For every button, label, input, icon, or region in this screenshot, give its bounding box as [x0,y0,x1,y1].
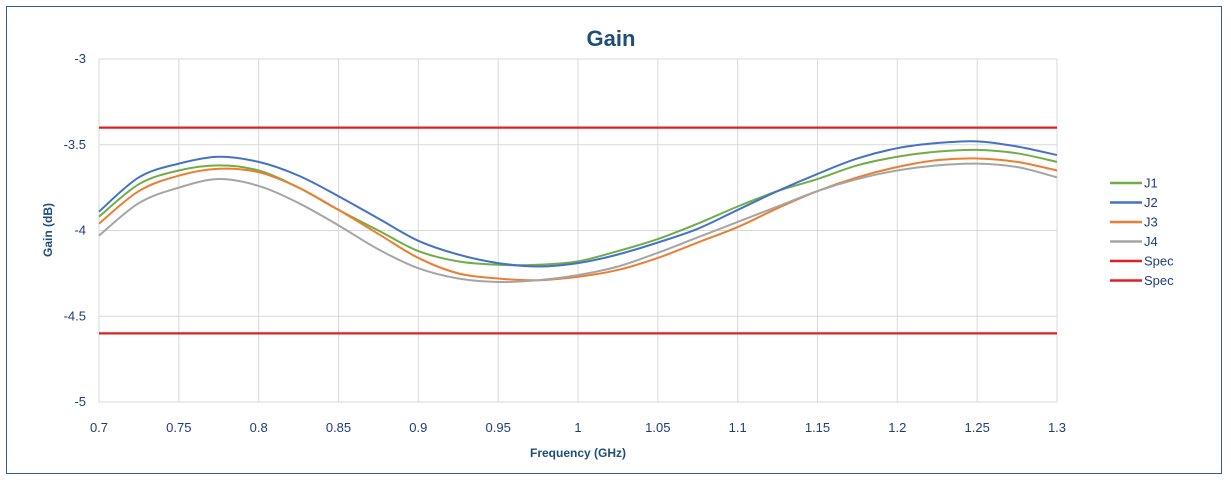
x-tick-label: 1.1 [729,420,747,435]
x-tick-label: 1.15 [805,420,830,435]
x-tick-label: 0.85 [326,420,351,435]
legend: J1 J2 J3 J4 Spec Spec [1110,176,1174,288]
x-tick-label: 1.25 [965,420,990,435]
legend-label: Spec [1144,254,1174,269]
x-tick-label: 0.95 [486,420,511,435]
x-tick-label: 1.05 [645,420,670,435]
x-axis-title: Frequency (GHz) [530,446,626,460]
series-line-j2 [98,140,1058,268]
chart-title: Gain [587,26,636,51]
legend-label: J3 [1144,215,1158,230]
x-tick-label: 1 [574,420,581,435]
series-line-j3 [98,157,1058,282]
legend-label: Spec [1144,273,1174,288]
x-tick-label: 0.7 [90,420,108,435]
y-tick-label: -3.5 [64,137,86,152]
y-axis-title: Gain (dB) [41,203,55,257]
y-tick-label: -4.5 [64,308,86,323]
y-tick-label: -4 [74,223,86,238]
grid-layer [98,58,1058,403]
series-layer [98,126,1058,335]
chart-frame [6,6,1222,474]
series-line-j1 [98,148,1058,267]
y-tick-label: -5 [74,394,86,409]
tick-layer: 0.7 0.75 0.8 0.85 0.9 0.95 1 1.05 1.1 1.15 1.2 1.25… [64,51,1066,435]
x-tick-label: 1.2 [888,420,906,435]
y-tick-label: -3 [74,51,86,66]
legend-label: J4 [1144,234,1158,249]
x-tick-label: 0.8 [250,420,268,435]
x-tick-label: 1.3 [1048,420,1066,435]
x-tick-label: 0.9 [409,420,427,435]
x-tick-label: 0.75 [166,420,191,435]
legend-label: J1 [1144,176,1158,191]
legend-label: J2 [1144,195,1158,210]
series-line-j4 [98,162,1058,284]
